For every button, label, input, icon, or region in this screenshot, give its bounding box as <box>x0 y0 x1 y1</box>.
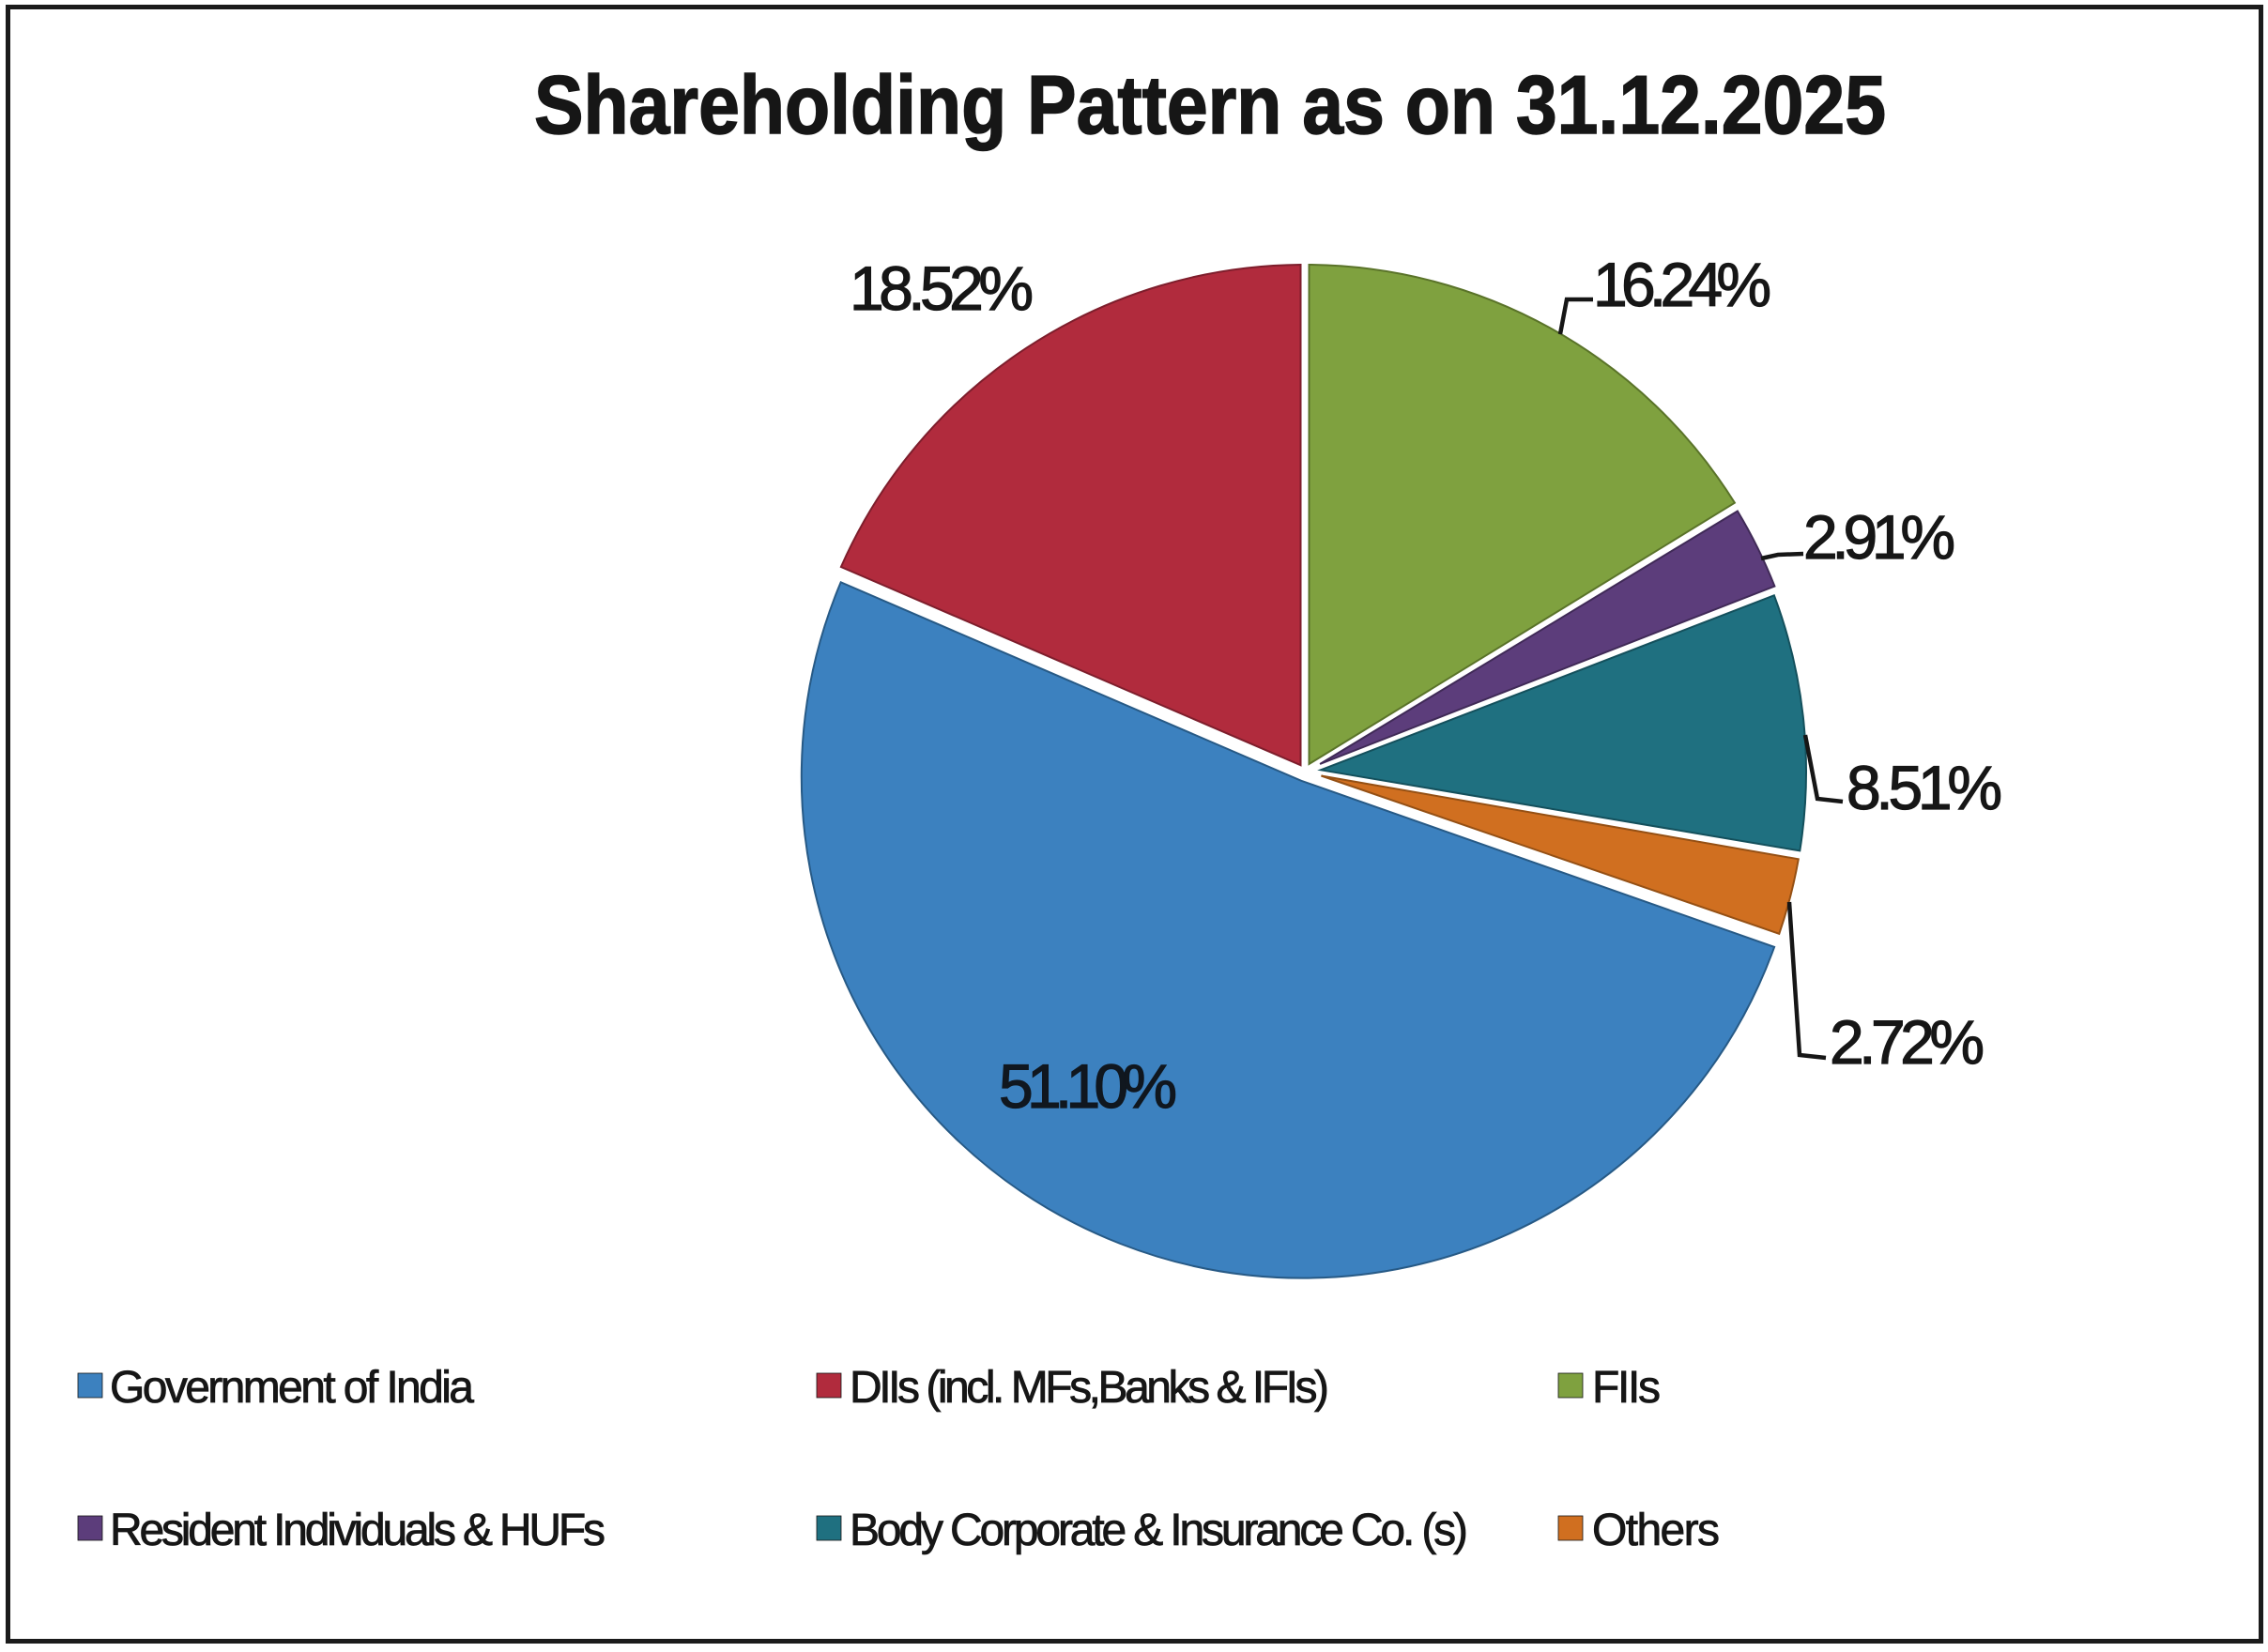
svg-text:Government of India: Government of India <box>110 1363 474 1413</box>
svg-text:Body Corporate & Insurance Co.: Body Corporate & Insurance Co. (s) <box>850 1506 1468 1555</box>
svg-text:51.10%: 51.10% <box>999 1051 1177 1121</box>
svg-text:Shareholding Pattern as on 31.: Shareholding Pattern as on 31.12.2025 <box>534 58 1886 151</box>
svg-text:18.52%: 18.52% <box>850 253 1034 323</box>
svg-text:2.72%: 2.72% <box>1830 1007 1984 1077</box>
svg-text:DIIs (incl. MFs,Banks & IFIs): DIIs (incl. MFs,Banks & IFIs) <box>850 1363 1329 1413</box>
svg-text:16.24%: 16.24% <box>1593 250 1771 319</box>
svg-text:Resident Individuals & HUFs: Resident Individuals & HUFs <box>110 1506 605 1555</box>
svg-text:2.91%: 2.91% <box>1803 502 1955 572</box>
svg-text:Others: Others <box>1592 1506 1720 1555</box>
svg-text:8.51%: 8.51% <box>1847 753 2002 822</box>
svg-text:FIIs: FIIs <box>1592 1363 1661 1413</box>
